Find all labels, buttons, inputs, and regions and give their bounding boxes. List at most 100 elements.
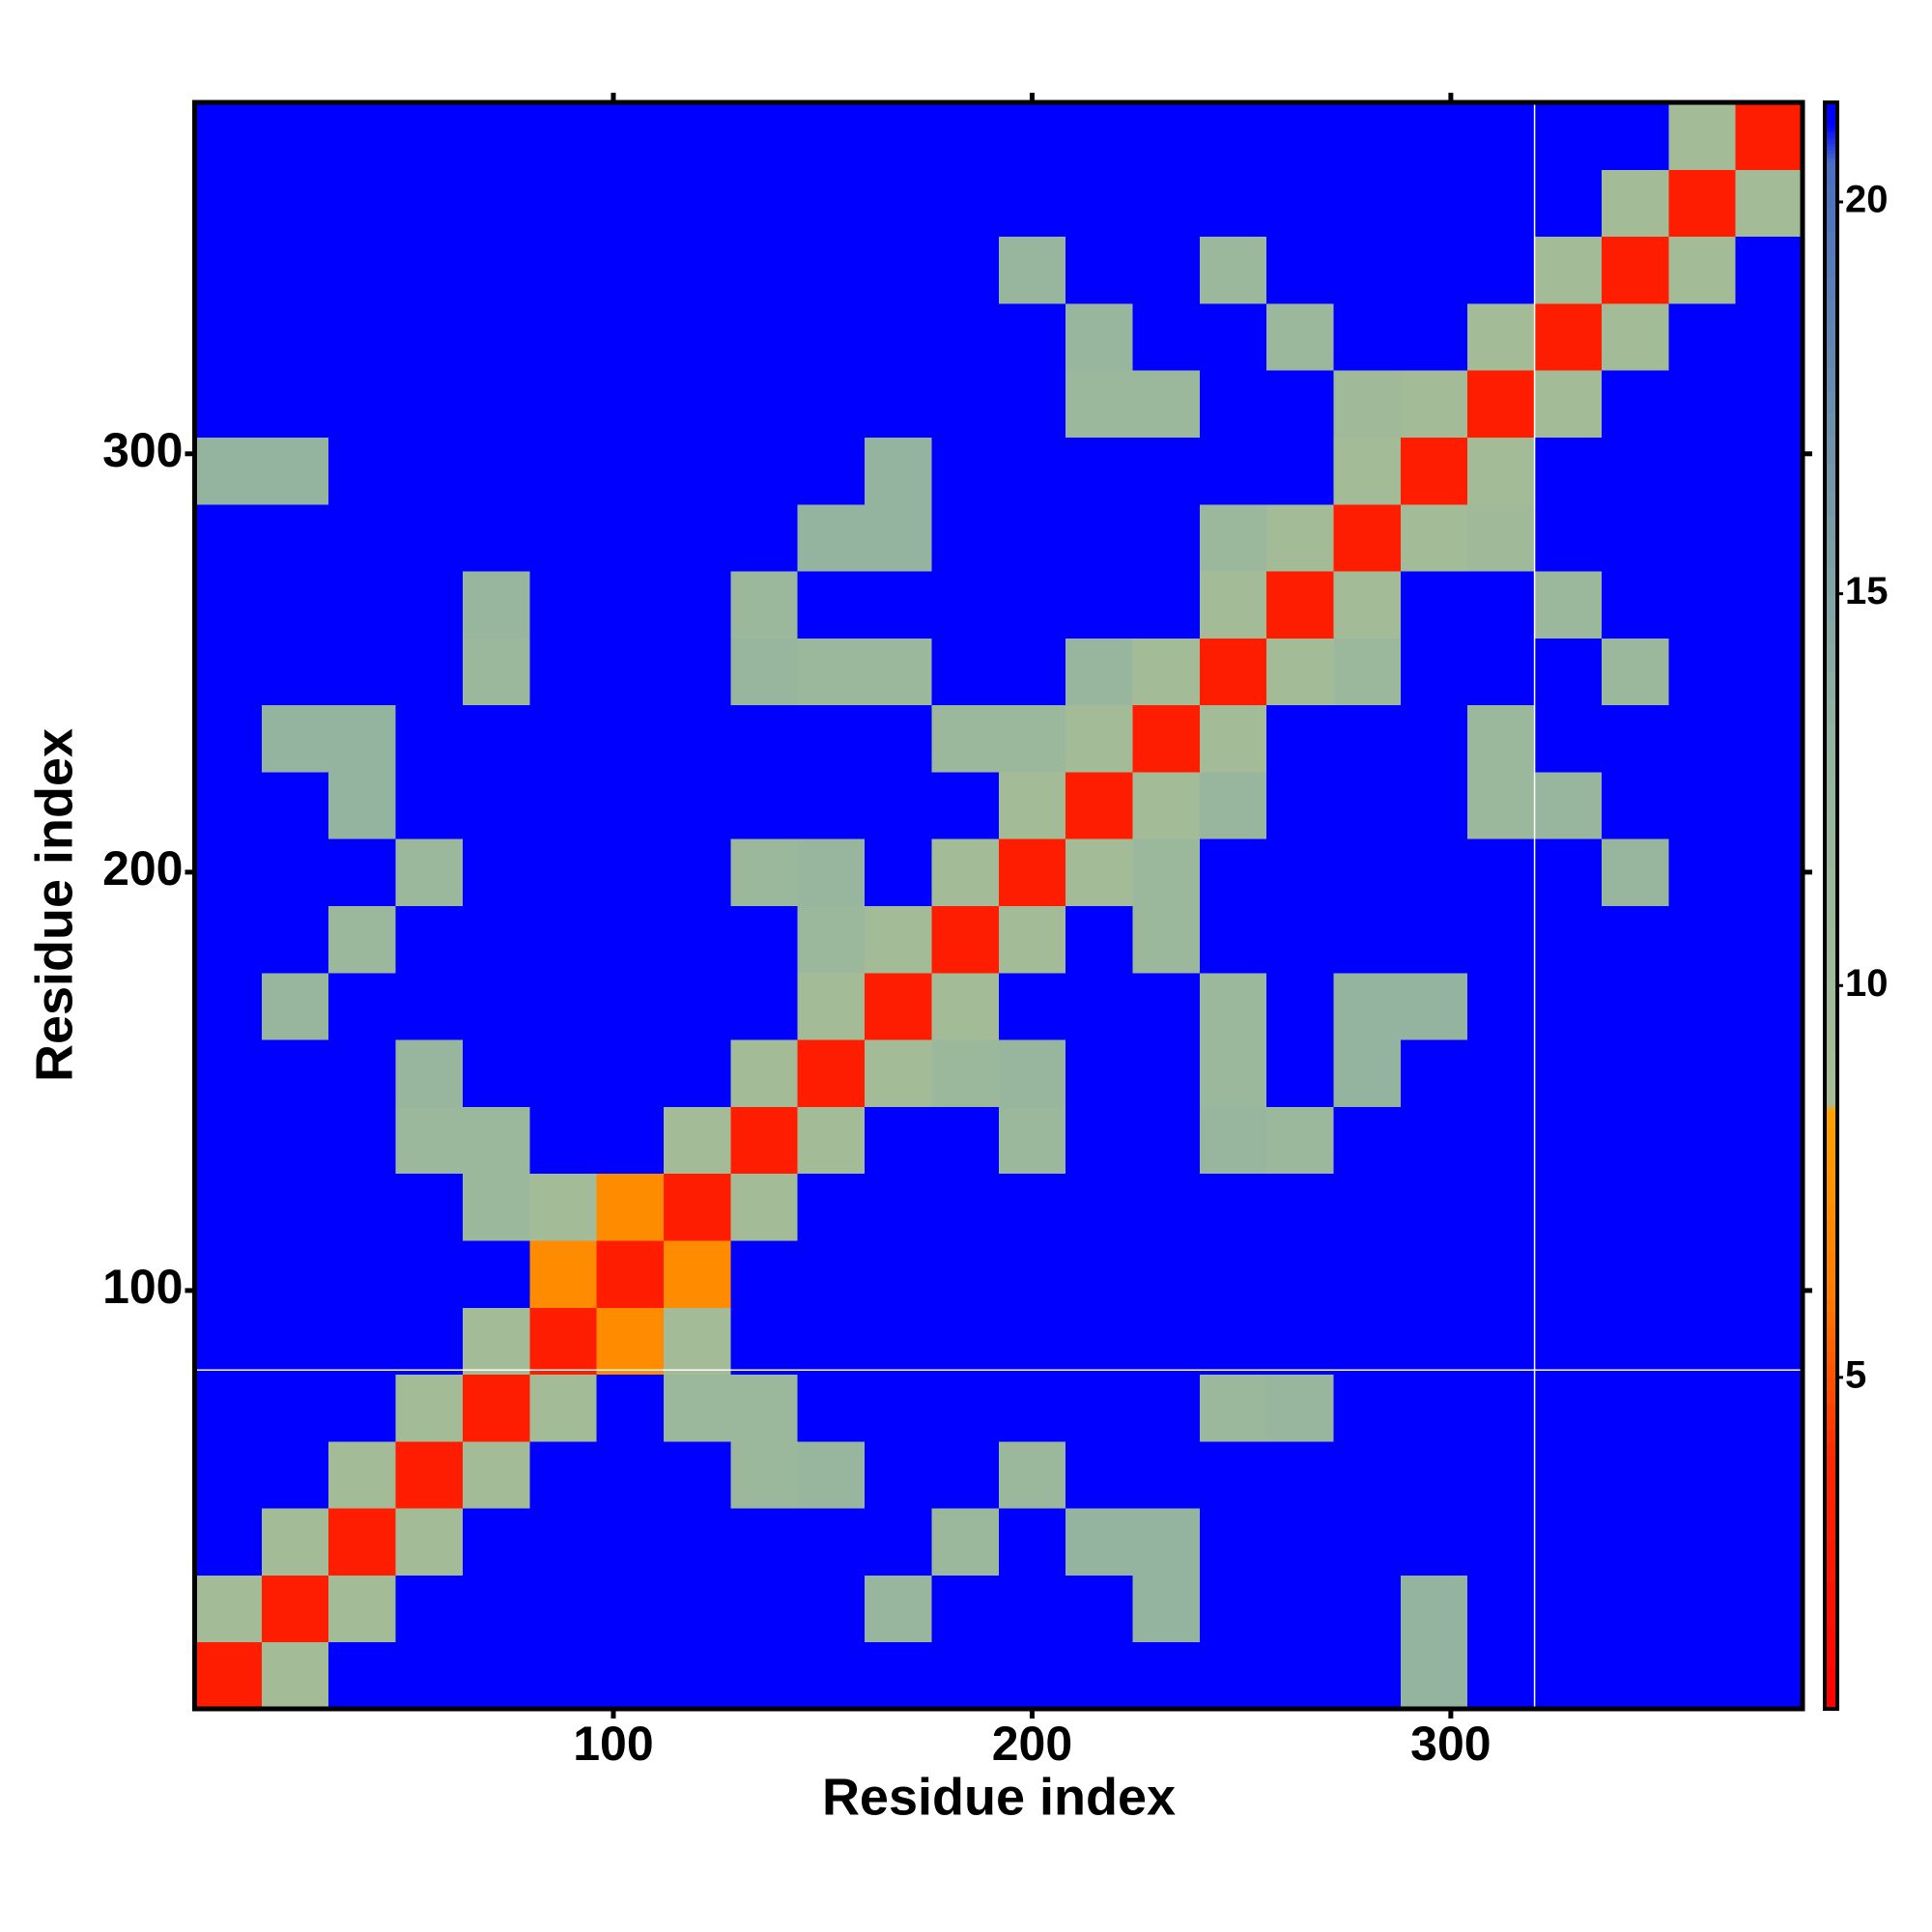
heatmap-cell — [1333, 838, 1402, 906]
heatmap-cell — [1400, 370, 1468, 438]
colorbar-segment — [1825, 1350, 1837, 1365]
heatmap-cell — [1534, 236, 1603, 304]
heatmap-cell — [931, 1039, 1000, 1107]
heatmap-cell — [1132, 905, 1201, 974]
colorbar-segment — [1825, 1338, 1837, 1352]
heatmap-cell — [1132, 236, 1201, 304]
colorbar-segment — [1825, 127, 1837, 131]
heatmap-cell — [797, 370, 866, 438]
heatmap-cell — [1601, 102, 1669, 170]
heatmap-cell — [797, 1173, 866, 1241]
heatmap-cell — [462, 370, 530, 438]
colorbar-segment — [1825, 671, 1837, 699]
heatmap-cell — [1467, 838, 1536, 906]
heatmap-cell — [1199, 838, 1267, 906]
heatmap-cell — [1601, 302, 1669, 371]
heatmap-cell — [663, 302, 731, 371]
heatmap-cell — [730, 236, 799, 304]
heatmap-cell — [1266, 1641, 1335, 1710]
heatmap-cell — [1467, 1641, 1536, 1710]
heatmap-cell — [1735, 1039, 1804, 1107]
heatmap-cell — [998, 102, 1066, 170]
heatmap-cell — [1601, 370, 1669, 438]
heatmap-cell — [865, 972, 932, 1040]
heatmap-cell — [1400, 704, 1468, 773]
heatmap-cell — [1132, 1307, 1201, 1376]
heatmap-cell — [1467, 1106, 1536, 1175]
colorbar-segment — [1825, 463, 1837, 491]
heatmap-cell — [1266, 638, 1335, 706]
heatmap-cell — [261, 1641, 329, 1710]
heatmap-cell — [1601, 1239, 1669, 1308]
heatmap-cell — [1266, 169, 1335, 238]
heatmap-cell — [1132, 437, 1201, 505]
heatmap-cell — [1132, 771, 1201, 839]
heatmap-cell — [865, 638, 932, 706]
colorbar-segment — [1825, 1390, 1837, 1405]
heatmap-cell — [1199, 905, 1267, 974]
heatmap-cell — [328, 503, 397, 572]
heatmap-cell — [1467, 1307, 1536, 1376]
heatmap-cell — [529, 1307, 598, 1376]
heatmap-cell — [1735, 972, 1804, 1040]
heatmap-cell — [1668, 905, 1737, 974]
heatmap-cell — [663, 503, 731, 572]
heatmap-cell — [1668, 370, 1737, 438]
heatmap-cell — [931, 1239, 1000, 1308]
heatmap-cell — [1601, 838, 1669, 906]
heatmap-cell — [395, 1173, 464, 1241]
heatmap-cell — [931, 102, 1000, 170]
heatmap-cell — [596, 437, 665, 505]
colorbar-segment — [1825, 926, 1837, 957]
heatmap-cell — [1735, 905, 1804, 974]
heatmap-cell — [1735, 1440, 1804, 1509]
heatmap-cell — [1266, 370, 1335, 438]
heatmap-cell — [1467, 704, 1536, 773]
colorbar-frame — [1823, 100, 1839, 1711]
heatmap-cell — [1199, 1440, 1267, 1509]
heatmap-cell — [1132, 1173, 1201, 1241]
heatmap-cell — [395, 1039, 464, 1107]
heatmap-cell — [395, 236, 464, 304]
colorbar-segment — [1825, 1236, 1837, 1253]
heatmap-cell — [395, 1508, 464, 1576]
heatmap-cell — [865, 1575, 932, 1643]
heatmap-cell — [998, 1440, 1066, 1509]
heatmap-cell — [1601, 1173, 1669, 1241]
x-tick-label: 300 — [1410, 1717, 1491, 1771]
heatmap-cell — [462, 1575, 530, 1643]
heatmap-cell — [797, 1106, 866, 1175]
heatmap-cell — [462, 1641, 530, 1710]
heatmap-cell — [261, 571, 329, 639]
heatmap-cell — [931, 638, 1000, 706]
heatmap-cell — [328, 1239, 397, 1308]
heatmap-cell — [1467, 972, 1536, 1040]
heatmap-cell — [730, 1374, 799, 1442]
heatmap-cell — [1668, 838, 1737, 906]
colorbar-segment — [1825, 1252, 1837, 1268]
heatmap-cell — [1668, 302, 1737, 371]
heatmap-cell — [529, 437, 598, 505]
heatmap-cell — [462, 704, 530, 773]
heatmap-cell — [865, 905, 932, 974]
heatmap-cell — [1467, 102, 1536, 170]
heatmap-cell — [1266, 503, 1335, 572]
heatmap-cell — [865, 1106, 932, 1175]
heatmap-cell — [1333, 236, 1402, 304]
heatmap-cell — [596, 771, 665, 839]
heatmap-cell — [395, 1374, 464, 1442]
heatmap-cell — [596, 1307, 665, 1376]
colorbar-segment — [1825, 1416, 1837, 1431]
colorbar-tick-label: 15 — [1845, 570, 1889, 612]
heatmap-cell — [865, 1641, 932, 1710]
heatmap-cell — [1333, 972, 1402, 1040]
heatmap-cell — [462, 972, 530, 1040]
heatmap-cell — [998, 972, 1066, 1040]
heatmap-cell — [395, 905, 464, 974]
heatmap-cell — [1199, 437, 1267, 505]
heatmap-cell — [998, 302, 1066, 371]
colorbar-segment — [1825, 345, 1837, 370]
heatmap-cell — [1601, 704, 1669, 773]
heatmap-cell — [395, 704, 464, 773]
